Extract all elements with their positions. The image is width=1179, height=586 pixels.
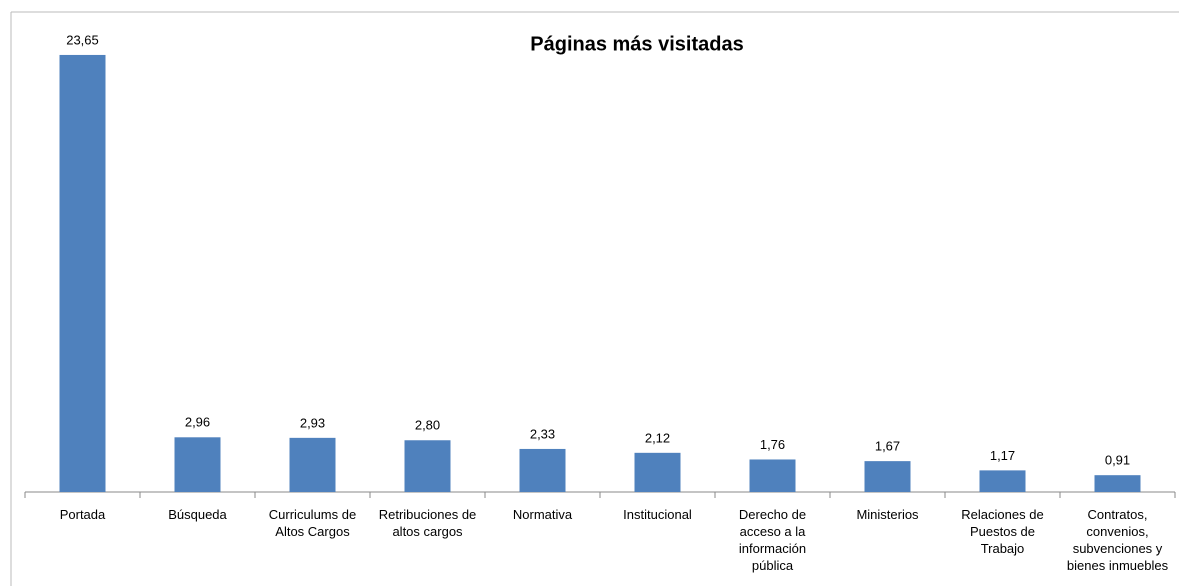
data-label: 2,80 (415, 418, 440, 433)
data-label: 2,12 (645, 430, 670, 445)
x-tick-label: Normativa (512, 507, 573, 522)
x-tick-label: Institucional (623, 507, 692, 522)
bar (59, 54, 106, 493)
x-tick-label: Contratos, convenios, subvenciones y bie… (1066, 507, 1169, 573)
data-label: 2,33 (530, 426, 555, 441)
bar (864, 461, 911, 492)
bar (289, 437, 336, 492)
x-tick-label: Relaciones de Puestos de Trabajo (961, 507, 1044, 556)
data-label: 1,67 (875, 439, 900, 454)
data-label: 23,65 (66, 32, 99, 47)
data-label: 2,96 (185, 415, 210, 430)
bar (749, 459, 796, 492)
data-label: 1,17 (990, 448, 1015, 463)
data-label: 2,93 (300, 415, 325, 430)
bar (979, 470, 1026, 492)
bar (174, 437, 221, 492)
x-tick-label: Retribuciones de altos cargos (378, 507, 477, 539)
bar (519, 448, 566, 492)
bar (404, 440, 451, 492)
data-label: 1,76 (760, 437, 785, 452)
bar (634, 452, 681, 492)
x-tick-label: Búsqueda (168, 507, 227, 522)
x-tick-label: Ministerios (856, 507, 919, 522)
x-tick-label: Portada (59, 507, 106, 522)
bar (1094, 475, 1141, 492)
x-tick-label: Curriculums de Altos Cargos (268, 507, 357, 539)
x-tick-label: Derecho de acceso a la información públi… (738, 507, 807, 573)
data-label: 0,91 (1105, 453, 1130, 468)
chart-title: Páginas más visitadas (530, 33, 743, 55)
